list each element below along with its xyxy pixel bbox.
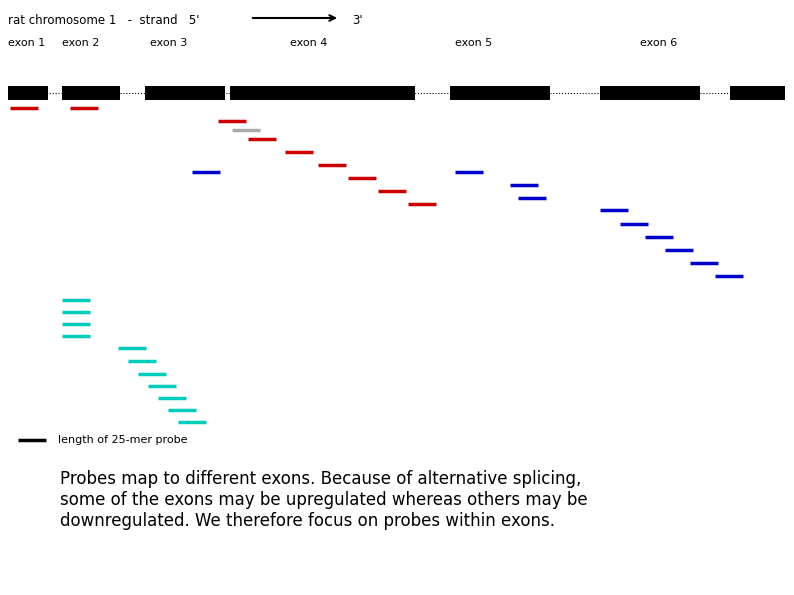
Bar — [230, 86, 415, 100]
Text: exon 5: exon 5 — [455, 38, 492, 48]
Text: rat chromosome 1   -  strand   5': rat chromosome 1 - strand 5' — [8, 14, 199, 27]
Bar — [730, 86, 785, 100]
Bar — [62, 86, 120, 100]
Text: exon 1: exon 1 — [8, 38, 45, 48]
Text: exon 6: exon 6 — [640, 38, 677, 48]
Bar — [600, 86, 700, 100]
Bar — [145, 86, 225, 100]
Text: exon 3: exon 3 — [150, 38, 187, 48]
Bar — [450, 86, 550, 100]
Text: exon 2: exon 2 — [62, 38, 99, 48]
Text: Probes map to different exons. Because of alternative splicing,
some of the exon: Probes map to different exons. Because o… — [60, 470, 588, 530]
Text: 3': 3' — [352, 14, 363, 27]
Text: exon 4: exon 4 — [290, 38, 327, 48]
Bar — [8, 86, 48, 100]
Text: length of 25-mer probe: length of 25-mer probe — [58, 435, 187, 445]
